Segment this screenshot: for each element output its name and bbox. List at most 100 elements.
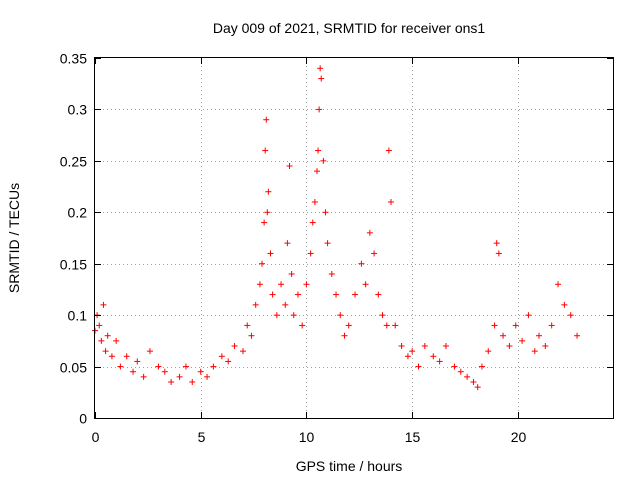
- y-tick-label: 0.1: [68, 308, 88, 324]
- y-tick-label: 0.15: [60, 257, 87, 273]
- data-point: [333, 291, 340, 298]
- data-point: [182, 363, 189, 370]
- data-point: [388, 199, 394, 205]
- plot-frame: [94, 57, 614, 419]
- data-point: [404, 353, 411, 360]
- data-point: [102, 348, 109, 355]
- data-point: [104, 332, 111, 339]
- data-point: [155, 363, 162, 370]
- data-point: [262, 147, 269, 154]
- data-point: [314, 168, 320, 175]
- data-point: [555, 281, 562, 288]
- data-point: [337, 312, 344, 319]
- data-point: [307, 250, 314, 257]
- data-point: [100, 301, 107, 308]
- data-point: [478, 363, 485, 370]
- data-point: [567, 312, 574, 319]
- data-point: [259, 260, 266, 267]
- data-point: [320, 157, 327, 164]
- chart-title: Day 009 of 2021, SRMTID for receiver ons…: [213, 20, 486, 36]
- data-point: [210, 363, 217, 370]
- y-tick-label: 0.35: [60, 51, 87, 67]
- data-point: [474, 384, 481, 391]
- data-point: [561, 301, 568, 308]
- data-point: [451, 363, 458, 370]
- data-point: [457, 368, 464, 375]
- data-point: [362, 281, 369, 288]
- data-point: [130, 368, 137, 375]
- data-point: [512, 322, 519, 329]
- data-point: [328, 271, 335, 277]
- data-point: [189, 379, 196, 385]
- data-point: [161, 368, 168, 375]
- data-point: [146, 348, 153, 355]
- data-point: [352, 291, 359, 298]
- x-axis-label: GPS time / hours: [296, 458, 403, 474]
- data-point: [341, 332, 348, 339]
- data-point: [311, 199, 318, 205]
- data-point: [282, 301, 289, 308]
- data-point: [491, 322, 498, 329]
- data-point: [574, 332, 581, 339]
- data-point: [278, 281, 285, 288]
- data-point: [267, 250, 274, 257]
- x-tick-label: 10: [299, 429, 315, 445]
- y-tick-label: 0: [79, 411, 87, 427]
- data-point: [316, 106, 323, 113]
- data-point: [117, 363, 124, 370]
- data-point: [322, 209, 329, 216]
- data-point: [470, 379, 477, 385]
- data-point: [168, 379, 175, 385]
- data-point: [542, 343, 549, 349]
- data-point: [231, 343, 238, 349]
- data-point: [464, 373, 471, 380]
- data-point: [286, 163, 293, 169]
- y-tick-label: 0.25: [60, 154, 87, 170]
- data-point: [309, 219, 316, 226]
- data-point: [225, 358, 232, 365]
- data-point: [485, 348, 492, 355]
- data-point: [303, 281, 310, 288]
- data-point: [261, 219, 268, 226]
- x-tick-label: 5: [198, 429, 206, 445]
- y-axis-label: SRMTID / TECUs: [6, 183, 22, 293]
- data-point: [324, 240, 331, 247]
- data-point: [315, 147, 322, 154]
- data-point: [269, 291, 276, 298]
- data-point: [140, 373, 147, 380]
- data-point: [421, 343, 428, 349]
- data-point: [218, 353, 225, 360]
- data-point: [317, 65, 324, 72]
- data-point: [548, 322, 555, 329]
- data-point: [284, 240, 291, 247]
- data-point: [134, 358, 141, 365]
- data-point: [294, 291, 301, 298]
- data-point: [392, 322, 399, 329]
- data-point: [525, 312, 532, 319]
- data-point: [385, 147, 392, 154]
- data-point: [358, 260, 365, 267]
- data-point: [273, 312, 280, 319]
- data-point: [197, 368, 204, 375]
- data-point: [519, 337, 526, 344]
- x-tick-label: 20: [511, 429, 527, 445]
- data-point: [204, 373, 211, 380]
- data-point: [375, 291, 382, 298]
- data-point: [436, 358, 443, 365]
- grid-layer: [95, 58, 613, 418]
- data-point: [123, 353, 130, 360]
- data-point: [265, 188, 272, 195]
- data-point: [263, 116, 270, 123]
- data-point: [536, 332, 542, 339]
- data-point: [113, 337, 120, 344]
- data-point: [345, 322, 352, 329]
- data-point: [96, 322, 103, 329]
- data-point: [252, 301, 259, 308]
- data-point: [240, 348, 246, 355]
- data-point: [290, 312, 297, 319]
- data-point: [371, 250, 378, 257]
- data-point: [264, 209, 271, 216]
- y-tick-label: 0.2: [68, 205, 88, 221]
- data-point: [299, 322, 306, 329]
- data-point: [506, 343, 513, 349]
